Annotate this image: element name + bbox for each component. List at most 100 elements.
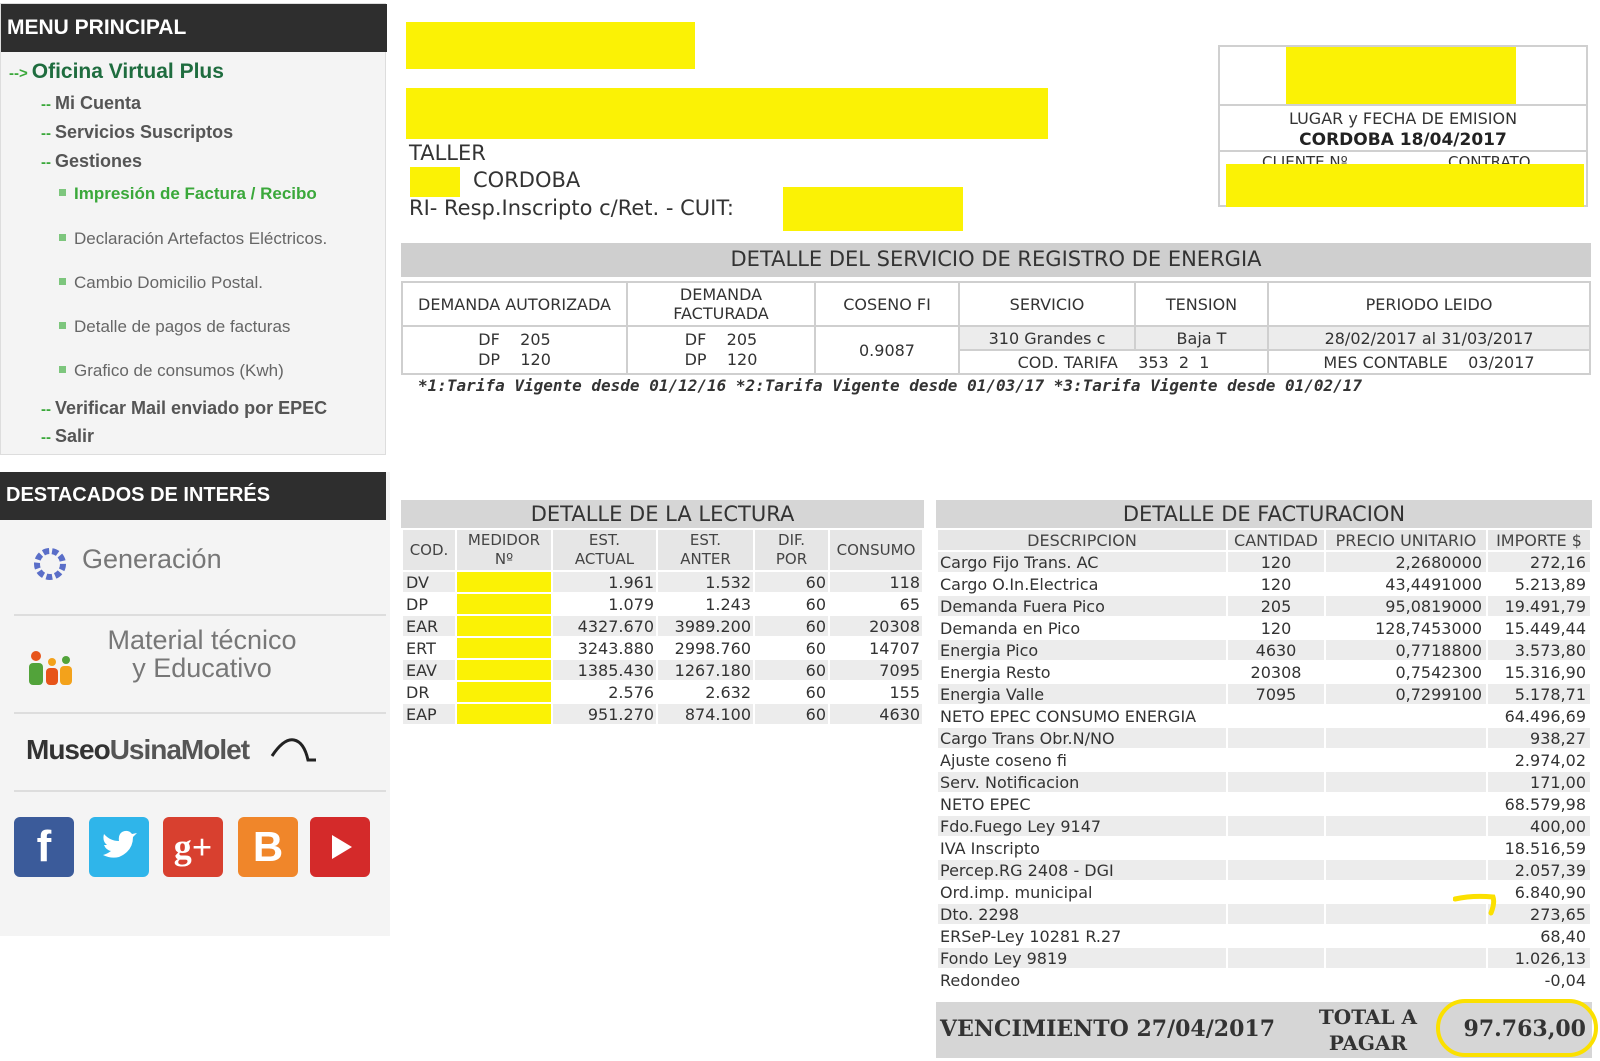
col-consumo: CONSUMO bbox=[828, 528, 924, 572]
cell-precio: 95,0819000 bbox=[1324, 594, 1488, 618]
arrow-icon: --> bbox=[9, 65, 28, 82]
google-plus-icon: g+ bbox=[173, 827, 213, 867]
table-row: Demanda en Pico 120 128,7453000 15.449,44 bbox=[936, 616, 1592, 640]
menu-item-declaracion-artefactos[interactable]: Declaración Artefactos Eléctricos. bbox=[59, 229, 327, 249]
col-dif-por: DIF. POR bbox=[753, 528, 830, 572]
table-row: EAR 4327.670 3989.200 60 20308 bbox=[401, 614, 924, 638]
header-periodo: PERIODO LEIDO bbox=[1267, 281, 1591, 327]
cell-desc: Energia Resto bbox=[936, 660, 1228, 684]
cell-importe: 19.491,79 bbox=[1486, 594, 1592, 618]
cell-cant: 120 bbox=[1226, 550, 1326, 574]
twitter-button[interactable] bbox=[89, 817, 149, 877]
highlight-arrow-icon bbox=[1453, 893, 1497, 916]
menu-item-gestiones[interactable]: -- Gestiones bbox=[41, 151, 142, 172]
menu-item-cambio-domicilio[interactable]: Cambio Domicilio Postal. bbox=[59, 273, 263, 293]
menu-item-mi-cuenta[interactable]: -- Mi Cuenta bbox=[41, 93, 141, 114]
generacion-icon bbox=[34, 548, 66, 580]
menu-item-label: Servicios Suscriptos bbox=[55, 122, 234, 142]
cell-precio bbox=[1324, 902, 1488, 926]
cell-precio: 0,7542300 bbox=[1324, 660, 1488, 684]
cell-importe: 3.573,80 bbox=[1486, 638, 1592, 662]
menu-item-label: Grafico de consumos (Kwh) bbox=[74, 361, 284, 380]
menu-item-label: Detalle de pagos de facturas bbox=[74, 317, 291, 336]
menu-item-impresion-factura[interactable]: Impresión de Factura / Recibo bbox=[59, 184, 317, 204]
cell-importe: 5.213,89 bbox=[1486, 572, 1592, 596]
cell-desc: Cargo Fijo Trans. AC bbox=[936, 550, 1228, 574]
menu-item-oficina-virtual-plus[interactable]: --> Oficina Virtual Plus bbox=[9, 60, 224, 84]
material-tecnico-link[interactable]: Material técnico y Educativo bbox=[20, 622, 380, 702]
registro-title: DETALLE DEL SERVICIO DE REGISTRO DE ENER… bbox=[401, 243, 1591, 277]
vencimiento-bar: VENCIMIENTO 27/04/2017 TOTAL A PAGAR 97.7… bbox=[936, 1002, 1592, 1058]
header-city: CORDOBA bbox=[473, 168, 581, 192]
generacion-link[interactable]: Generación bbox=[20, 532, 380, 592]
bullet-icon bbox=[59, 322, 66, 329]
menu-item-label: Cambio Domicilio Postal. bbox=[74, 273, 263, 292]
people-icon bbox=[29, 651, 72, 685]
menu-item-detalle-pagos[interactable]: Detalle de pagos de facturas bbox=[59, 317, 290, 337]
redacted-cell bbox=[455, 570, 553, 594]
facturacion-title: DETALLE DE FACTURACION bbox=[936, 500, 1592, 528]
cell-importe: 15.449,44 bbox=[1486, 616, 1592, 640]
arrow-icon: -- bbox=[41, 401, 51, 418]
cell-precio: 2,2680000 bbox=[1324, 550, 1488, 574]
cell-cant: 205 bbox=[1226, 594, 1326, 618]
facebook-button[interactable]: f bbox=[14, 817, 74, 877]
table-row: NETO EPEC CONSUMO ENERGIA 64.496,69 bbox=[936, 704, 1592, 728]
museo-usina-molet-link[interactable]: MuseoUsinaMolet bbox=[20, 722, 380, 782]
cell-importe: 272,16 bbox=[1486, 550, 1592, 574]
cell-precio bbox=[1324, 792, 1488, 816]
table-row: DV 1.961 1.532 60 118 bbox=[401, 570, 924, 594]
header-demanda-facturada: DEMANDA FACTURADA bbox=[626, 281, 816, 327]
table-row: DP 1.079 1.243 60 65 bbox=[401, 592, 924, 616]
facebook-icon: f bbox=[36, 822, 52, 871]
menu-item-label: Declaración Artefactos Eléctricos. bbox=[74, 229, 328, 248]
tension-value: Baja T bbox=[1134, 325, 1269, 351]
lectura-title: DETALLE DE LA LECTURA bbox=[401, 500, 924, 528]
menu-item-label: Gestiones bbox=[55, 151, 143, 171]
table-row: ERT 3243.880 2998.760 60 14707 bbox=[401, 636, 924, 660]
header-servicio: SERVICIO bbox=[958, 281, 1136, 327]
mes-contable: MES CONTABLE 03/2017 bbox=[1267, 349, 1591, 375]
cell-cant: 4630 bbox=[1226, 638, 1326, 662]
menu-item-servicios-suscriptos[interactable]: -- Servicios Suscriptos bbox=[41, 122, 233, 143]
cell-cant bbox=[1226, 792, 1326, 816]
cell-precio: 43,4491000 bbox=[1324, 572, 1488, 596]
destacados-panel: DESTACADOS DE INTERÉS Generación Materia… bbox=[0, 472, 390, 936]
cell-importe: 273,65 bbox=[1486, 902, 1592, 926]
bullet-icon bbox=[59, 189, 66, 196]
redacted-block bbox=[406, 22, 695, 69]
menu-item-grafico-consumos[interactable]: Grafico de consumos (Kwh) bbox=[59, 361, 284, 381]
col-medidor: MEDIDOR Nº bbox=[455, 528, 553, 572]
cell-cant bbox=[1226, 704, 1326, 728]
cell-cant bbox=[1226, 902, 1326, 926]
arrow-icon: -- bbox=[41, 429, 51, 446]
menu-item-verificar-mail[interactable]: -- Verificar Mail enviado por EPEC bbox=[41, 398, 327, 419]
bullet-icon bbox=[59, 366, 66, 373]
redacted-cell bbox=[455, 592, 553, 616]
col-est-anter: EST. ANTER bbox=[656, 528, 755, 572]
cell-importe: 938,27 bbox=[1486, 726, 1592, 750]
menu-item-salir[interactable]: -- Salir bbox=[41, 426, 94, 447]
cell-precio bbox=[1324, 726, 1488, 750]
emision-box: LUGAR y FECHA DE EMISION CORDOBA 18/04/2… bbox=[1218, 45, 1588, 207]
redacted-block bbox=[783, 187, 963, 231]
table-row: Ajuste coseno fi 2.974,02 bbox=[936, 748, 1592, 772]
col-est-actual: EST. ACTUAL bbox=[551, 528, 658, 572]
cell-importe: 400,00 bbox=[1486, 814, 1592, 838]
cell-desc: Demanda Fuera Pico bbox=[936, 594, 1228, 618]
col-precio: PRECIO UNITARIO bbox=[1324, 528, 1488, 552]
cell-desc: Percep.RG 2408 - DGI bbox=[936, 858, 1228, 882]
cell-desc: NETO EPEC CONSUMO ENERGIA bbox=[936, 704, 1228, 728]
blogger-button[interactable]: B bbox=[238, 817, 298, 877]
cell-precio bbox=[1324, 858, 1488, 882]
twitter-icon bbox=[103, 830, 137, 858]
emision-label: LUGAR y FECHA DE EMISION bbox=[1288, 109, 1518, 128]
cell-importe: 5.178,71 bbox=[1486, 682, 1592, 706]
youtube-button[interactable] bbox=[310, 817, 370, 877]
cell-cant bbox=[1226, 770, 1326, 794]
cell-importe: 1.026,13 bbox=[1486, 946, 1592, 970]
google-plus-button[interactable]: g+ bbox=[163, 817, 223, 877]
menu-item-label: Verificar Mail enviado por EPEC bbox=[55, 398, 328, 418]
table-row: Energia Pico 4630 0,7718800 3.573,80 bbox=[936, 638, 1592, 662]
cell-precio bbox=[1324, 968, 1488, 992]
